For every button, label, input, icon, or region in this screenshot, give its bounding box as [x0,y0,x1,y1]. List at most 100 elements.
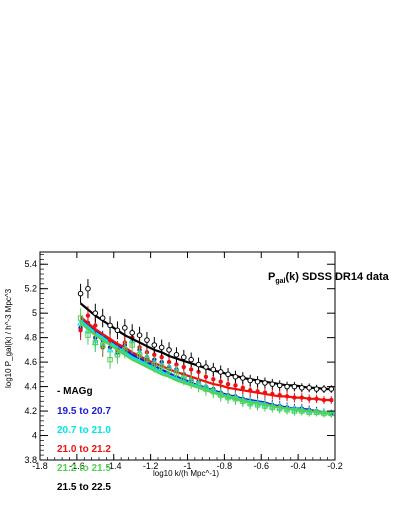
x-axis-label: log10 k/(h Mpc^-1) [153,469,219,478]
data-point [313,409,320,415]
data-point [262,403,268,409]
data-point [240,385,246,391]
data-point [107,322,113,329]
data-point [144,356,150,363]
data-point [195,361,202,368]
data-point [217,369,224,375]
data-point [306,385,312,391]
data-point [166,359,172,365]
data-point [203,364,209,370]
data-point [173,370,180,376]
data-point [136,352,143,358]
data-point [129,342,135,348]
legend-entry-2: 20.7 to 21.0 [57,425,111,436]
data-point [85,332,91,338]
data-point [99,342,106,348]
data-point [255,389,260,394]
series-4 [77,308,335,418]
y-tick-label: 4.6 [24,357,37,367]
data-point [173,351,180,358]
data-point [181,354,187,361]
x-tick-label: -1.2 [143,461,159,471]
data-point [299,408,305,414]
data-point [159,355,164,360]
legend: - MAGg 19.5 to 20.7 20.7 to 21.0 21.0 to… [57,386,111,493]
y-tick-label: 3.8 [24,455,37,465]
legend-entry-5: 21.5 to 22.5 [57,482,111,493]
data-point [254,378,261,385]
data-point [158,364,165,370]
y-tick-label: 5.4 [24,259,37,269]
y-axis-label: log10 P_gal(k) / h^-3 Mpc^3 [4,288,13,388]
data-marks [77,279,335,418]
data-point [291,408,298,414]
data-point [188,378,194,385]
data-point [107,356,113,363]
data-point [93,323,98,328]
data-point [284,407,290,413]
data-point [218,379,223,384]
data-point [99,315,106,321]
data-point [225,381,231,387]
data-point [107,337,113,343]
data-point [188,367,194,372]
data-point [85,313,91,318]
data-point [211,377,216,382]
legend-entry-3: 21.0 to 21.2 [57,444,111,455]
y-tick-label: 5.2 [24,284,37,294]
data-point [144,337,150,343]
data-point [181,364,187,370]
x-tick-label: -1.8 [32,461,48,471]
legend-entry-4: 21.2 to 21.5 [57,463,111,474]
data-point [276,382,283,389]
data-point [122,325,128,331]
data-point [269,404,276,411]
data-point [195,382,202,389]
data-point [291,383,298,390]
data-point [210,366,217,373]
data-point [152,352,157,357]
data-point [166,347,172,353]
legend-entry-1: 19.5 to 20.7 [57,406,111,417]
legend-header: - MAGg [57,386,93,397]
y-tick-label: 4.4 [24,382,37,392]
data-point [85,285,91,292]
data-point [247,377,253,384]
data-point [306,409,312,415]
data-point [114,327,121,334]
x-tick-label: -0.2 [327,461,343,471]
data-point [136,332,143,339]
data-point [314,396,319,402]
data-point [77,315,84,321]
data-point [196,369,201,375]
data-point [247,388,253,393]
data-point [217,392,224,398]
data-point [277,392,282,398]
data-point [233,383,238,388]
y-tick-label: 4.8 [24,333,37,343]
data-point [240,398,246,404]
y-tick-label: 5 [32,308,37,318]
data-point [129,329,135,336]
data-point [78,328,83,333]
data-point [284,394,290,399]
data-point [203,374,209,379]
data-point [174,362,179,367]
data-point [225,394,231,401]
data-point [203,386,209,392]
data-point [299,385,305,391]
axis-ticks: -1.8 -1.6 -1.4 -1.2 -1 -0.8 -0.6 -0.4 -0.2 3.8 4 4.… [24,252,343,471]
data-point [284,383,290,390]
x-tick-label: -0.6 [253,461,269,471]
data-point [158,344,165,351]
data-point [225,371,231,378]
x-tick-label: -0.8 [217,461,233,471]
data-point [321,397,327,403]
data-point [166,367,172,374]
data-point [188,356,194,363]
data-point [122,347,128,353]
data-point [321,386,327,392]
data-point [77,290,84,297]
data-point [151,361,158,368]
